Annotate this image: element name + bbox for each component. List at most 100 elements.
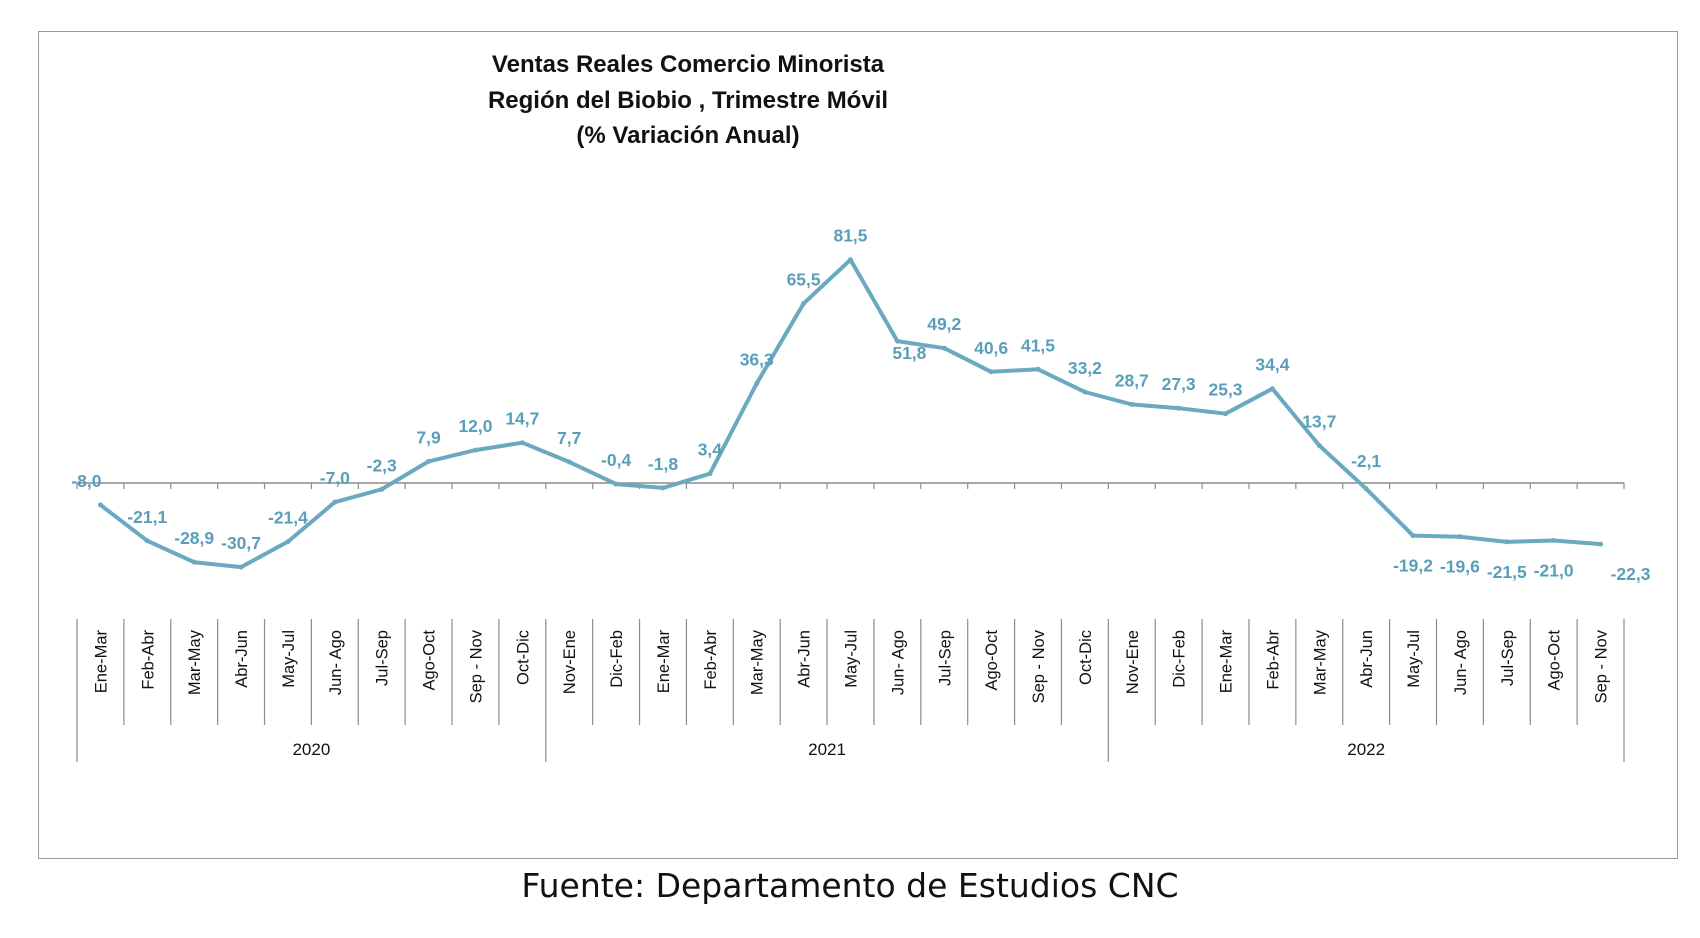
data-label: 34,4 xyxy=(1255,355,1289,375)
data-point xyxy=(988,369,994,375)
data-point xyxy=(332,499,338,505)
data-point xyxy=(519,440,525,446)
category-label: Jun- Ago xyxy=(889,630,907,695)
category-label: May-Jul xyxy=(1405,630,1423,688)
data-label: 41,5 xyxy=(1021,335,1055,355)
data-point xyxy=(754,381,760,387)
category-label: Abr-Jun xyxy=(1358,630,1376,688)
data-label: 7,9 xyxy=(416,427,441,447)
category-label: Sep - Nov xyxy=(467,629,485,703)
category-label: Feb-Abr xyxy=(139,630,157,690)
data-point xyxy=(1082,389,1088,395)
category-label: Jun- Ago xyxy=(1452,630,1470,695)
data-point xyxy=(660,485,666,491)
data-point xyxy=(1035,366,1041,372)
data-label: 7,7 xyxy=(557,428,581,448)
data-label-layer: -8,0 -21,1 -28,9 -30,7 -21,4 -7,0 -2,3 7,9 12,0 1… xyxy=(71,226,1650,584)
data-point xyxy=(707,471,713,477)
series-layer xyxy=(97,257,1604,570)
category-label: Nov-Ene xyxy=(1124,630,1142,694)
category-label: Mar-May xyxy=(749,629,767,695)
data-point xyxy=(1551,538,1557,544)
category-label: Ago-Oct xyxy=(1546,630,1564,691)
category-label: Abr-Jun xyxy=(233,630,251,688)
data-point xyxy=(97,502,103,508)
series-line xyxy=(98,257,1603,570)
data-point xyxy=(1176,405,1182,411)
category-label: May-Jul xyxy=(280,630,298,688)
data-label: -28,9 xyxy=(174,528,214,548)
category-label: Ene-Mar xyxy=(92,630,110,694)
line-chart: Ventas Reales Comercio Minorista Región … xyxy=(71,51,1651,762)
data-label: 14,7 xyxy=(505,409,539,429)
data-label: 12,0 xyxy=(458,416,492,436)
category-label: Ene-Mar xyxy=(655,630,673,694)
data-point xyxy=(1504,539,1510,545)
data-point xyxy=(848,257,853,263)
chart-title: Ventas Reales Comercio Minorista xyxy=(492,51,885,78)
data-label: 3,4 xyxy=(698,440,723,460)
category-label: Abr-Jun xyxy=(796,630,814,688)
chart-frame: Ventas Reales Comercio Minorista Región … xyxy=(38,31,1678,859)
data-label: -0,4 xyxy=(601,450,631,470)
category-label: Dic-Feb xyxy=(608,630,626,688)
category-label: Feb-Abr xyxy=(1264,630,1282,690)
data-point xyxy=(379,486,385,492)
data-point xyxy=(238,564,244,570)
data-point xyxy=(1410,533,1416,539)
data-label: 25,3 xyxy=(1208,380,1242,400)
data-label: 65,5 xyxy=(787,270,821,290)
data-point xyxy=(1223,411,1229,417)
data-label: -30,7 xyxy=(221,533,261,553)
data-point xyxy=(1316,442,1322,448)
chart-unit-line: (% Variación Anual) xyxy=(576,122,799,149)
data-label: -21,1 xyxy=(127,507,167,527)
data-label: -8,0 xyxy=(71,471,101,491)
data-point xyxy=(801,301,807,307)
data-point xyxy=(1598,541,1604,547)
data-label: -1,8 xyxy=(648,454,678,474)
data-label: 13,7 xyxy=(1302,411,1336,431)
category-label: Dic-Feb xyxy=(1171,630,1189,688)
data-point xyxy=(941,345,947,351)
data-label: 27,3 xyxy=(1162,374,1196,394)
data-label: 49,2 xyxy=(927,314,961,334)
data-label: -2,3 xyxy=(367,455,397,475)
source-note: Fuente: Departamento de Estudios CNC xyxy=(521,866,1179,905)
data-label: 36,3 xyxy=(740,350,774,370)
year-label: 2021 xyxy=(808,740,846,759)
category-label: Nov-Ene xyxy=(561,630,579,694)
data-point xyxy=(1269,386,1275,392)
data-label: 33,2 xyxy=(1068,358,1102,378)
data-point xyxy=(144,538,150,544)
axis-layer: Ene-Mar Feb-Abr Mar-May Abr-Jun May-Jul Jun- … xyxy=(76,482,1625,762)
category-label: May-Jul xyxy=(843,630,861,688)
data-point xyxy=(894,338,900,344)
data-label: -19,2 xyxy=(1393,556,1433,576)
data-label: 40,6 xyxy=(974,338,1008,358)
category-label: Sep - Nov xyxy=(1593,629,1611,703)
category-label: Jul-Sep xyxy=(1499,630,1517,686)
category-label: Ago-Oct xyxy=(983,630,1001,691)
data-label: -21,4 xyxy=(268,508,308,528)
category-label: Mar-May xyxy=(1311,629,1329,695)
category-label: Ago-Oct xyxy=(421,630,439,691)
data-point xyxy=(613,481,619,487)
year-label: 2022 xyxy=(1347,740,1385,759)
data-point xyxy=(285,539,291,545)
data-label: 51,8 xyxy=(892,343,926,363)
data-point xyxy=(1363,486,1369,492)
data-point xyxy=(472,447,478,453)
data-point xyxy=(1457,534,1463,540)
data-label: 81,5 xyxy=(833,226,867,246)
data-label: -7,0 xyxy=(320,468,350,488)
category-label: Sep - Nov xyxy=(1030,629,1048,703)
data-point xyxy=(1129,401,1135,407)
year-label: 2020 xyxy=(292,740,330,759)
data-label: -2,1 xyxy=(1351,451,1381,471)
category-label: Jul-Sep xyxy=(374,630,392,686)
category-label: Oct-Dic xyxy=(514,630,532,685)
category-label: Oct-Dic xyxy=(1077,630,1095,685)
data-label: 28,7 xyxy=(1115,370,1149,390)
data-label: -21,0 xyxy=(1534,561,1574,581)
